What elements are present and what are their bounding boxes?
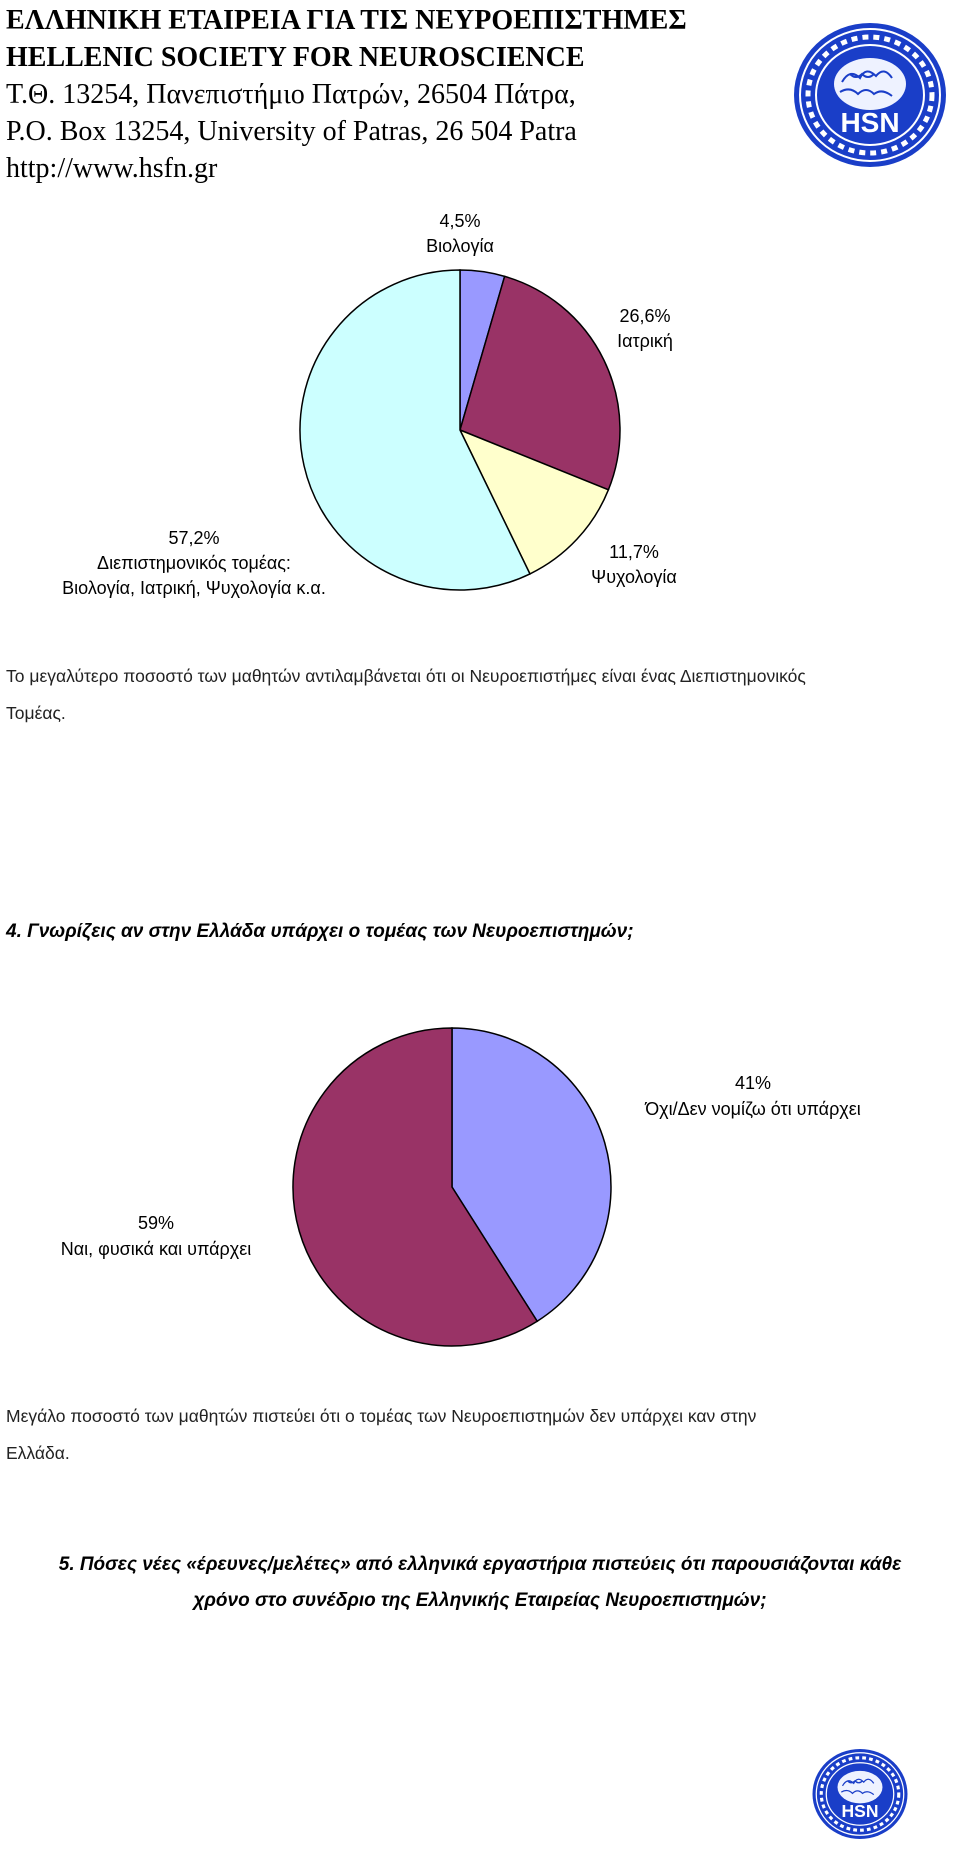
pie-chart-exists-in-greece: 41% Όχι/Δεν νομίζω ότι υπάρχει 59% Ναι, … [61, 1027, 861, 1347]
paragraph-line: Το μεγαλύτερο ποσοστό των μαθητών αντιλα… [6, 666, 806, 686]
website-url[interactable]: http://www.hsfn.gr [6, 153, 218, 184]
slice-label-medicine-pct: 26,6% [619, 306, 670, 326]
slice-label-biology: Βιολογία [426, 236, 494, 256]
slice-label-psychology-pct: 11,7% [609, 542, 659, 562]
address-english: P.O. Box 13254, University of Patras, 26… [6, 116, 577, 147]
brain-icon [834, 58, 906, 110]
question-line: 5. Πόσες νέες «έρευνες/μελέτες» από ελλη… [58, 1554, 902, 1575]
brain-icon [837, 1770, 883, 1804]
question-4: 4. Γνωρίζεις αν στην Ελλάδα υπάρχει ο το… [6, 921, 634, 942]
society-name-greek: ΕΛΛΗΝΙΚΗ ΕΤΑΙΡΕΙΑ ΓΙΑ ΤΙΣ ΝΕΥΡΟΕΠΙΣΤΗΜΕΣ [6, 5, 687, 36]
pie-chart-fields: 4,5% Βιολογία 26,6% Ιατρική 11,7% Ψυχολο… [62, 211, 677, 598]
slice-label-biology-pct: 4,5% [439, 211, 480, 231]
slice-medicine [459, 275, 621, 491]
slice-label-no-pct: 41% [735, 1073, 771, 1093]
slice-yes [292, 1027, 539, 1347]
svg-text:HSN: HSN [840, 107, 899, 138]
slice-label-medicine: Ιατρική [617, 331, 673, 351]
slice-label-interdisciplinary: Διεπιστημονικός τομέας: [97, 553, 291, 573]
slice-psychology [458, 428, 610, 575]
paragraph-not-exist: Μεγάλο ποσοστό των μαθητών πιστεύει ότι … [6, 1398, 956, 1472]
question-5: 5. Πόσες νέες «έρευνες/μελέτες» από ελλη… [10, 1547, 950, 1619]
paragraph-line: Μεγάλο ποσοστό των μαθητών πιστεύει ότι … [6, 1406, 757, 1426]
svg-text:HSN: HSN [842, 1801, 879, 1821]
society-name-english: HELLENIC SOCIETY FOR NEUROSCIENCE [6, 42, 585, 73]
slice-label-interdisciplinary-detail: Βιολογία, Ιατρική, Ψυχολογία κ.α. [62, 578, 326, 598]
paragraph-interdisciplinary: Το μεγαλύτερο ποσοστό των μαθητών αντιλα… [6, 658, 956, 732]
paragraph-line: Τομέας. [6, 703, 66, 723]
slice-label-no: Όχι/Δεν νομίζω ότι υπάρχει [644, 1099, 861, 1119]
address-greek: Τ.Θ. 13254, Πανεπιστήμιο Πατρών, 26504 Π… [6, 79, 576, 110]
slice-label-yes-pct: 59% [138, 1213, 174, 1233]
slice-interdisciplinary [299, 269, 531, 591]
paragraph-line: Ελλάδα. [6, 1443, 70, 1463]
question-line: χρόνο στο συνέδριο της Ελληνικής Εταιρεί… [193, 1590, 767, 1611]
slice-label-psychology: Ψυχολογία [591, 567, 677, 587]
hsn-logo-top: HSN [790, 20, 950, 170]
hsn-logo-bottom: HSN [810, 1744, 910, 1844]
slice-no [451, 1027, 612, 1323]
slice-label-interdisciplinary-pct: 57,2% [168, 528, 219, 548]
slice-label-yes: Ναι, φυσικά και υπάρχει [61, 1239, 252, 1259]
letterhead: ΕΛΛΗΝΙΚΗ ΕΤΑΙΡΕΙΑ ΓΙΑ ΤΙΣ ΝΕΥΡΟΕΠΙΣΤΗΜΕΣ… [6, 2, 786, 187]
